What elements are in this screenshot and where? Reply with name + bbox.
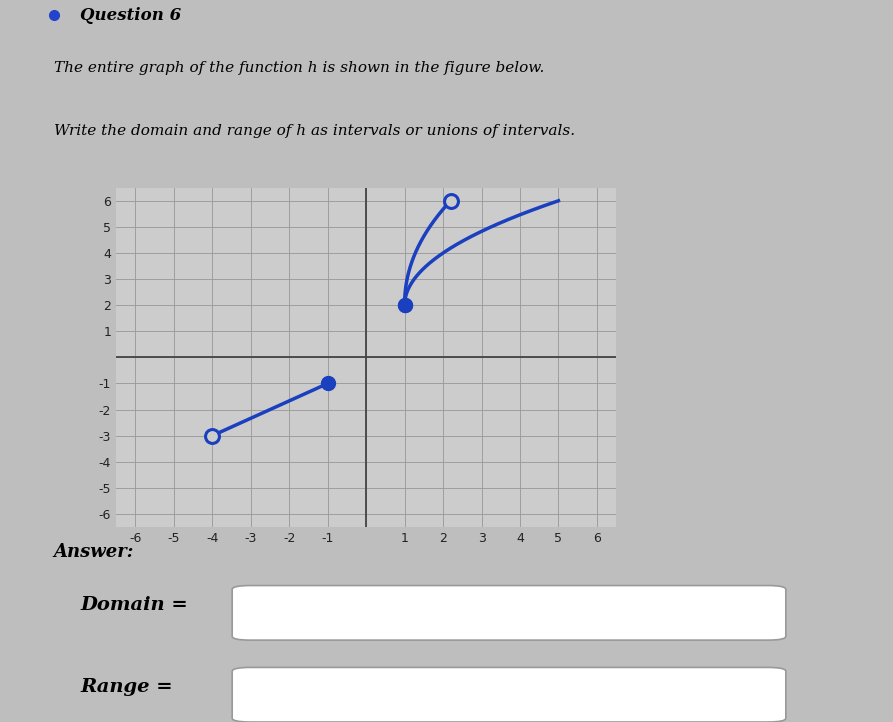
Text: Write the domain and range of h as intervals or unions of intervals.: Write the domain and range of h as inter…: [54, 124, 575, 139]
FancyBboxPatch shape: [232, 667, 786, 722]
Text: Range =: Range =: [80, 678, 173, 696]
Text: Domain =: Domain =: [80, 596, 188, 614]
Text: The entire graph of the function h is shown in the figure below.: The entire graph of the function h is sh…: [54, 61, 544, 74]
FancyBboxPatch shape: [232, 586, 786, 640]
Text: Answer:: Answer:: [54, 543, 134, 561]
Text: Question 6: Question 6: [80, 6, 181, 24]
